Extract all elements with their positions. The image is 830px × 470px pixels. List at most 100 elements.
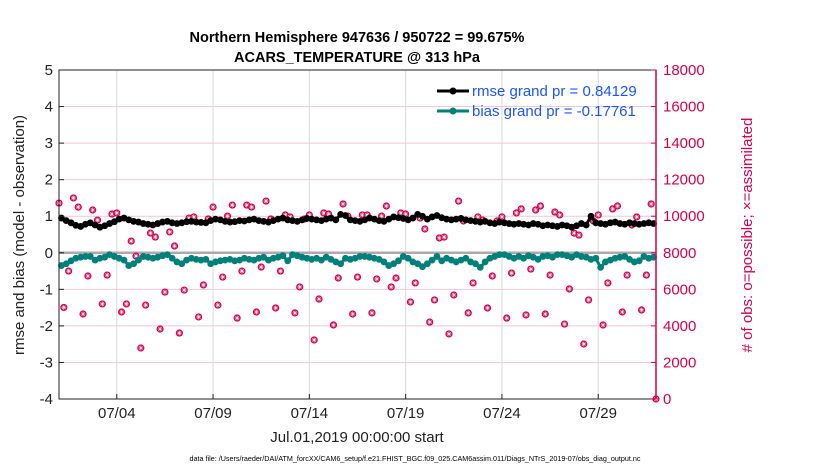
y-tick-label-right: 12000 bbox=[663, 172, 705, 189]
obs-assimilated-cross bbox=[547, 272, 553, 278]
bias-point bbox=[481, 258, 489, 266]
obs-count-marker bbox=[353, 273, 362, 281]
obs-assimilated-cross bbox=[157, 326, 163, 332]
obs-assimilated-cross bbox=[422, 226, 428, 232]
obs-assimilated-cross bbox=[619, 309, 625, 315]
obs-count-marker bbox=[613, 202, 622, 210]
obs-assimilated-cross bbox=[258, 264, 264, 270]
obs-assimilated-cross bbox=[470, 280, 476, 286]
rmse-point bbox=[342, 212, 349, 219]
obs-count-marker bbox=[84, 272, 92, 280]
obs-count-marker bbox=[604, 279, 612, 287]
obs-count-marker bbox=[633, 213, 641, 221]
obs-assimilated-cross bbox=[643, 272, 649, 278]
obs-count-marker bbox=[122, 300, 131, 308]
obs-assimilated-cross bbox=[95, 217, 100, 223]
y-tick-label-right: 6000 bbox=[663, 281, 696, 298]
obs-count-marker bbox=[151, 233, 159, 241]
obs-count-marker bbox=[349, 310, 357, 318]
bias-point bbox=[472, 260, 479, 268]
obs-count-marker bbox=[291, 309, 299, 317]
obs-count-marker bbox=[175, 329, 183, 337]
obs-assimilated-cross bbox=[220, 274, 226, 280]
obs-assimilated-cross bbox=[610, 206, 616, 212]
bias-point bbox=[476, 264, 484, 271]
axes: 07/04 07/09 07/14 07/19 07/24 07/29 -4 -3 -2 -1 0 1… bbox=[40, 62, 705, 422]
obs-count-marker bbox=[117, 308, 126, 316]
obs-count-marker bbox=[575, 231, 583, 239]
obs-count-marker bbox=[219, 273, 227, 281]
obs-assimilated-cross bbox=[239, 268, 245, 274]
obs-assimilated-cross bbox=[552, 209, 558, 215]
obs-count-marker bbox=[623, 271, 631, 279]
obs-count-marker bbox=[65, 267, 73, 275]
bias-point bbox=[380, 258, 388, 266]
bias-point bbox=[496, 251, 503, 259]
x-tick-label: 07/09 bbox=[194, 405, 232, 422]
obs-count-marker bbox=[584, 296, 593, 304]
obs-count-marker bbox=[618, 308, 626, 316]
obs-count-marker bbox=[503, 314, 511, 322]
obs-assimilated-cross bbox=[196, 314, 202, 320]
obs-assimilated-cross bbox=[412, 280, 418, 286]
obs-assimilated-cross bbox=[403, 211, 409, 217]
obs-count-marker bbox=[594, 211, 602, 219]
obs-assimilated-cross bbox=[306, 212, 312, 218]
y-tick-label-right: 8000 bbox=[663, 245, 696, 262]
obs-assimilated-cross bbox=[648, 201, 654, 207]
obs-assimilated-cross bbox=[71, 195, 76, 201]
x-tick-label: 07/04 bbox=[98, 405, 136, 422]
obs-count-marker bbox=[406, 298, 415, 306]
obs-count-marker bbox=[464, 309, 472, 317]
obs-count-marker bbox=[517, 205, 525, 213]
bias-point bbox=[635, 257, 643, 265]
obs-count-marker bbox=[556, 211, 564, 219]
legend: rmse grand pr = 0.84129 bias grand pr = … bbox=[437, 83, 637, 120]
obs-count-marker bbox=[488, 272, 496, 280]
obs-assimilated-cross bbox=[138, 345, 144, 351]
bias-point bbox=[120, 256, 128, 264]
obs-count-marker bbox=[170, 242, 179, 250]
obs-count-marker bbox=[580, 340, 588, 348]
x-tick-label: 07/19 bbox=[387, 405, 425, 422]
obs-count-marker bbox=[642, 271, 650, 279]
obs-assimilated-cross bbox=[61, 305, 67, 310]
obs-assimilated-cross bbox=[148, 230, 153, 236]
obs-count-marker bbox=[334, 274, 342, 282]
obs-assimilated-cross bbox=[128, 238, 134, 244]
obs-count-marker bbox=[469, 279, 477, 287]
obs-count-marker bbox=[411, 279, 419, 287]
legend-rmse-label: rmse grand pr = 0.84129 bbox=[472, 83, 637, 100]
obs-count-marker bbox=[233, 314, 241, 322]
bias-point bbox=[423, 260, 431, 268]
obs-assimilated-cross bbox=[369, 310, 375, 316]
y-tick-label-left: 1 bbox=[45, 208, 53, 225]
obs-count-marker bbox=[382, 202, 390, 210]
obs-assimilated-cross bbox=[282, 212, 288, 218]
obs-assimilated-cross bbox=[143, 302, 149, 308]
obs-assimilated-cross bbox=[124, 301, 129, 307]
obs-count-marker bbox=[599, 321, 607, 329]
y-tick-label-left: 3 bbox=[45, 135, 53, 152]
obs-assimilated-cross bbox=[133, 253, 139, 259]
obs-assimilated-cross bbox=[66, 268, 72, 274]
bias-point bbox=[163, 251, 171, 259]
obs-assimilated-cross bbox=[104, 272, 110, 278]
line-series bbox=[58, 210, 657, 271]
obs-assimilated-cross bbox=[393, 275, 399, 281]
bias-point bbox=[86, 253, 94, 260]
obs-count-marker bbox=[373, 275, 381, 283]
obs-count-marker bbox=[455, 197, 463, 205]
obs-count-marker bbox=[113, 209, 121, 217]
bias-point bbox=[135, 256, 142, 264]
obs-assimilated-cross bbox=[634, 214, 640, 220]
obs-assimilated-cross bbox=[99, 301, 105, 307]
obs-count-marker bbox=[483, 304, 492, 312]
obs-count-marker bbox=[296, 283, 304, 291]
bias-point bbox=[168, 254, 176, 262]
x-tick-label: 07/29 bbox=[579, 405, 617, 422]
bias-point bbox=[597, 264, 605, 271]
obs-count-marker bbox=[310, 336, 318, 344]
obs-count-marker bbox=[532, 206, 540, 214]
